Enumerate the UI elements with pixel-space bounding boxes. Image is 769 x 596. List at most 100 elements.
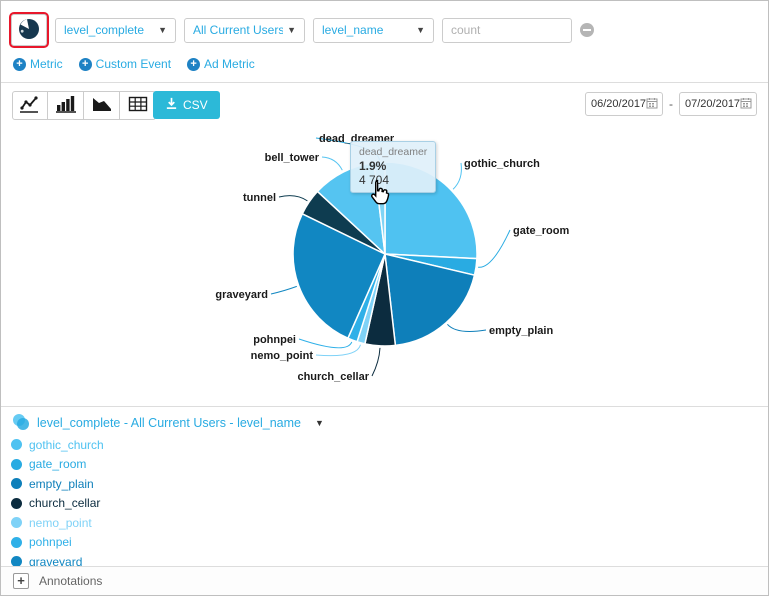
legend-item-label: gate_room <box>29 457 87 472</box>
pie-slice-empty_plain[interactable] <box>384 253 476 347</box>
chevron-down-icon: ▼ <box>416 25 425 35</box>
chart-toolbar: CSV 06/20/2017 - 07/20/2017 <box>1 84 768 123</box>
pie-label-empty_plain: empty_plain <box>489 325 553 337</box>
legend-header-title: level_complete - All Current Users - lev… <box>37 416 301 430</box>
add-links-row: + Metric + Custom Event + Ad Metric <box>13 57 255 71</box>
add-ad-metric-label: Ad Metric <box>204 57 255 71</box>
area-chart-icon <box>91 94 113 117</box>
field-select[interactable]: level_name ▼ <box>313 17 434 43</box>
pie-label-tunnel: tunnel <box>243 192 276 204</box>
add-metric-label: Metric <box>30 57 63 71</box>
add-annotation-button[interactable]: + <box>13 573 29 589</box>
legend-bullet-icon <box>11 536 22 548</box>
csv-label: CSV <box>183 98 208 112</box>
legend-item-label: church_cellar <box>29 496 101 511</box>
date-separator: - <box>669 97 673 111</box>
legend-item-label: nemo_point <box>29 515 92 530</box>
pie-label-bell_tower: bell_tower <box>265 152 320 164</box>
event-type-button[interactable] <box>9 12 49 48</box>
tooltip-series-name: dead_dreamer <box>359 146 428 158</box>
plus-circle-icon: + <box>78 57 92 71</box>
pie-label-graveyard: graveyard <box>215 289 268 301</box>
legend-item-label: gothic_church <box>29 437 104 452</box>
users-select-value: All Current Users <box>193 23 284 37</box>
pie-connector-pohnpei <box>298 338 353 349</box>
pie-connector-gate_room <box>478 229 511 268</box>
remove-metric-icon[interactable] <box>580 23 594 37</box>
add-metric-link[interactable]: + Metric <box>13 57 63 71</box>
legend-item-label: empty_plain <box>29 476 94 491</box>
legend-item-empty_plain[interactable]: empty_plain <box>11 474 758 494</box>
date-range: 06/20/2017 - 07/20/2017 <box>585 92 757 116</box>
date-to-input[interactable]: 07/20/2017 <box>679 92 757 116</box>
plus-circle-icon: + <box>13 57 26 71</box>
legend-bullet-icon <box>11 497 22 509</box>
legend-item-gothic_church[interactable]: gothic_church <box>11 435 758 455</box>
add-custom-event-label: Custom Event <box>95 57 172 71</box>
legend-bullet-icon <box>11 517 22 529</box>
pie-connector-tunnel <box>278 195 308 202</box>
pie-connector-nemo_point <box>315 344 361 357</box>
pie-connector-graveyard <box>270 285 297 295</box>
pie-label-church_cellar: church_cellar <box>297 371 369 383</box>
event-select[interactable]: level_complete ▼ <box>55 17 176 43</box>
legend-bullet-icon <box>11 556 22 568</box>
legend-header[interactable]: level_complete - All Current Users - lev… <box>11 413 758 433</box>
legend-bullet-icon <box>11 439 22 451</box>
chevron-down-icon: ▼ <box>287 25 296 35</box>
query-bar: level_complete ▼ All Current Users ▼ lev… <box>9 12 594 48</box>
date-from-input[interactable]: 06/20/2017 <box>585 92 663 116</box>
pie-connector-gothic_church <box>452 162 462 190</box>
pie-label-gothic_church: gothic_church <box>464 158 540 170</box>
date-from-value: 06/20/2017 <box>591 98 647 110</box>
pie-connector-empty_plain <box>447 323 487 332</box>
event-select-value: level_complete <box>64 23 145 37</box>
users-select[interactable]: All Current Users ▼ <box>184 17 305 43</box>
calendar-icon <box>740 97 752 112</box>
table-icon <box>127 94 149 117</box>
annotations-bar: + Annotations <box>1 566 768 595</box>
pie-chart-region: gothic_church gate_room empty_plain church_… <box>1 123 768 406</box>
legend-item-graveyard[interactable]: graveyard <box>11 552 758 572</box>
line-chart-icon <box>19 94 41 117</box>
pie-connector-bell_tower <box>321 156 343 171</box>
calendar-icon <box>646 97 658 112</box>
table-button[interactable] <box>120 91 156 120</box>
legend-section: level_complete - All Current Users - lev… <box>1 406 768 595</box>
legend-bullet-icon <box>11 458 22 470</box>
legend-item-label: graveyard <box>29 554 83 569</box>
hand-cursor-icon <box>365 179 391 210</box>
legend-item-label: pohnpei <box>29 535 72 550</box>
date-to-value: 07/20/2017 <box>685 98 741 110</box>
query-builder-section: level_complete ▼ All Current Users ▼ lev… <box>1 1 768 83</box>
event-globe-icon <box>17 17 41 44</box>
download-icon <box>165 97 178 113</box>
add-ad-metric-link[interactable]: + Ad Metric <box>187 57 255 71</box>
legend-item-gate_room[interactable]: gate_room <box>11 455 758 475</box>
line-chart-button[interactable] <box>12 91 48 120</box>
tooltip-percent: 1.9% <box>359 159 387 173</box>
pie-label-gate_room: gate_room <box>513 225 569 237</box>
chart-tooltip: dead_dreamer 1.9% 4 704 <box>350 141 437 193</box>
legend-item-nemo_point[interactable]: nemo_point <box>11 513 758 533</box>
bar-chart-button[interactable] <box>48 91 84 120</box>
chevron-down-icon: ▼ <box>158 25 167 35</box>
add-custom-event-link[interactable]: + Custom Event <box>78 57 172 71</box>
legend-bullet-icon <box>11 478 22 490</box>
series-cluster-icon <box>11 413 31 434</box>
pie-label-nemo_point: nemo_point <box>251 350 314 362</box>
legend-item-church_cellar[interactable]: church_cellar <box>11 494 758 514</box>
metric-input[interactable] <box>442 17 572 43</box>
tooltip-value: 4 704 <box>359 173 390 187</box>
area-chart-button[interactable] <box>84 91 120 120</box>
pie-slice-graveyard[interactable] <box>292 212 386 340</box>
chevron-down-icon: ▼ <box>315 418 324 428</box>
pie-connector-church_cellar <box>371 347 381 377</box>
legend-item-pohnpei[interactable]: pohnpei <box>11 533 758 553</box>
pie-label-pohnpei: pohnpei <box>253 334 296 346</box>
field-select-value: level_name <box>322 23 384 37</box>
chart-type-group <box>12 91 156 120</box>
csv-download-button[interactable]: CSV <box>153 91 220 119</box>
bar-chart-icon <box>55 94 77 117</box>
